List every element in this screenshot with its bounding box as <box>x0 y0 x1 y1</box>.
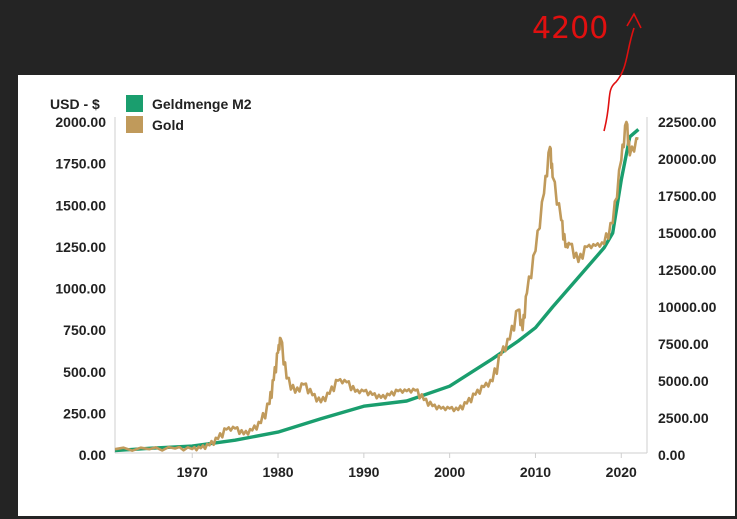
y-right-tick-label: 22500.00 <box>658 114 717 130</box>
y-left-tick-label: 1250.00 <box>55 239 106 255</box>
legend-label-m2: Geldmenge M2 <box>152 96 252 112</box>
y-left-tick-label: 1500.00 <box>55 197 106 213</box>
legend: Geldmenge M2 Gold <box>126 95 252 133</box>
series-line-gold <box>114 120 639 452</box>
y-right-tick-label: 20000.00 <box>658 151 717 167</box>
y-right-tick-label: 7500.00 <box>658 336 709 352</box>
x-tick-label: 1980 <box>262 464 293 480</box>
x-tick-label: 2000 <box>434 464 465 480</box>
y-right-tick-label: 0.00 <box>658 447 685 463</box>
y-left-unit-label: USD - $ <box>50 96 100 112</box>
x-tick-label: 2020 <box>606 464 637 480</box>
y-right-tick-label: 5000.00 <box>658 373 709 389</box>
legend-swatch-gold <box>126 116 143 133</box>
x-tick-label: 1990 <box>348 464 379 480</box>
chart-panel: USD - $ Geldmenge M2 Gold 2000.00 1750.00… <box>18 75 735 516</box>
y-right-tick-label: 12500.00 <box>658 262 717 278</box>
y-left-tick-label: 1000.00 <box>55 281 106 297</box>
y-left-tick-label: 0.00 <box>79 447 106 463</box>
x-ticks: 1970 1980 1990 2000 2010 2020 <box>177 453 637 480</box>
y-right-tick-label: 15000.00 <box>658 225 717 241</box>
y-left-tick-label: 750.00 <box>63 322 106 338</box>
legend-swatch-m2 <box>126 95 143 112</box>
y-left-tick-label: 2000.00 <box>55 114 106 130</box>
y-left-tick-label: 1750.00 <box>55 156 106 172</box>
y-right-tick-label: 17500.00 <box>658 188 717 204</box>
y-left-tick-label: 500.00 <box>63 364 106 380</box>
right-y-ticks: 22500.00 20000.00 17500.00 15000.00 12500.00… <box>658 114 717 463</box>
y-right-tick-label: 10000.00 <box>658 299 717 315</box>
legend-label-gold: Gold <box>152 117 184 133</box>
x-tick-label: 2010 <box>520 464 551 480</box>
y-left-tick-label: 250.00 <box>63 405 106 421</box>
chart: USD - $ Geldmenge M2 Gold 2000.00 1750.00… <box>50 95 717 480</box>
y-right-tick-label: 2500.00 <box>658 410 709 426</box>
x-tick-label: 1970 <box>177 464 208 480</box>
left-y-ticks: 2000.00 1750.00 1500.00 1250.00 1000.00 750.0… <box>55 114 106 463</box>
handwritten-annotation: 4200 <box>532 11 608 46</box>
series-line-geldmenge-m2 <box>114 128 640 453</box>
